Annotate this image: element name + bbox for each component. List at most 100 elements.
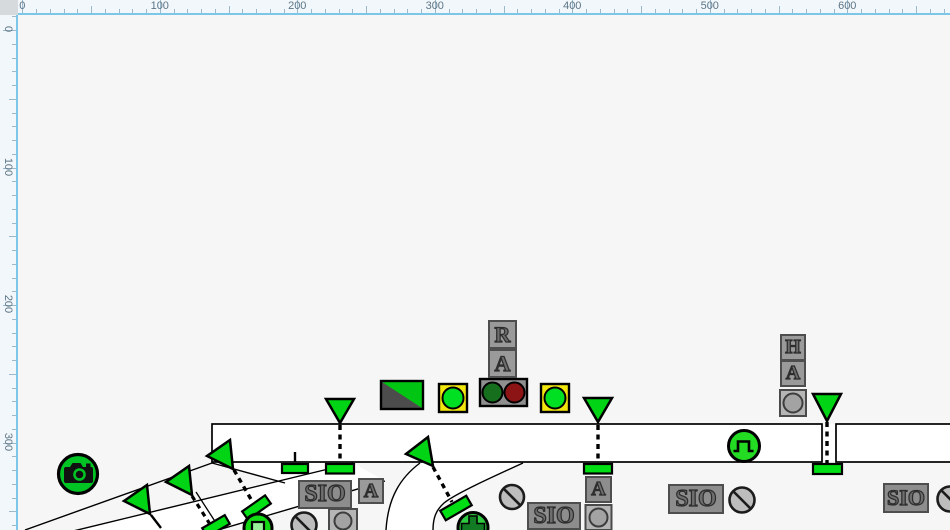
ruler-tick	[654, 9, 656, 13]
ruler-tick	[668, 9, 670, 13]
ruler-tick	[12, 208, 16, 210]
lamp-signal-1[interactable]	[324, 462, 356, 475]
slash-circles[interactable]	[290, 483, 950, 530]
sio-box-4[interactable]: SIO	[883, 483, 929, 513]
route-box-a-center[interactable]: A	[488, 349, 517, 378]
ruler-tick	[613, 9, 615, 13]
lamp-signal-6[interactable]	[200, 513, 232, 530]
ruler-tick	[9, 373, 16, 375]
sio-box-2[interactable]: SIO	[527, 502, 581, 530]
lamp-signal-3[interactable]	[811, 462, 844, 476]
ruler-label: 100	[150, 0, 169, 12]
ruler-tick	[269, 9, 271, 13]
ruler-tick	[12, 332, 16, 334]
ruler-tick	[503, 6, 505, 13]
ruler-tick	[3, 442, 16, 444]
main-track-corridor-right[interactable]	[835, 423, 950, 463]
ruler-tick	[709, 0, 711, 13]
ruler-tick	[118, 9, 120, 13]
ruler-tick	[916, 6, 917, 13]
sio-box-1[interactable]: SIO	[298, 480, 352, 509]
ruler-tick	[833, 9, 835, 13]
ruler-tick	[338, 9, 340, 13]
ruler-tick	[12, 428, 16, 430]
ruler-label: 0	[2, 25, 14, 33]
ruler-tick	[393, 9, 395, 13]
yellow-lamp-box-2[interactable]	[539, 382, 571, 414]
signal-triangle-2[interactable]	[581, 396, 615, 425]
ruler-label: 500	[700, 0, 719, 12]
ruler-tick	[9, 98, 16, 100]
camera-icon[interactable]	[56, 452, 100, 496]
ruler-tick	[641, 6, 642, 13]
slash-circle-icon-4[interactable]	[936, 485, 950, 513]
ruler-tick	[696, 9, 697, 13]
mast-signal-4	[431, 466, 454, 503]
ruler-tick	[12, 483, 16, 485]
slash-circle-icon-1[interactable]	[290, 511, 318, 530]
curve-track-corridor[interactable]	[386, 463, 523, 530]
signal-triangle-1[interactable]	[323, 397, 357, 426]
curve-rail-outer	[385, 462, 421, 530]
ruler-tick	[819, 9, 821, 13]
sio-box-3[interactable]: SIO	[668, 484, 724, 514]
route-box-r[interactable]: R	[488, 320, 517, 349]
circle-boxes[interactable]	[328, 389, 807, 530]
ruler-tick	[682, 9, 684, 13]
annunciator-a-2[interactable]: A	[585, 476, 612, 503]
ruler-tick	[22, 0, 24, 13]
ruler-tick	[12, 222, 16, 224]
slash-circle-icon-2[interactable]	[498, 483, 526, 511]
ruler-tick	[943, 9, 945, 13]
ruler-tick	[421, 9, 422, 13]
ruler-tick	[146, 9, 147, 13]
signal-triangles[interactable]	[121, 392, 844, 517]
ruler-tick	[12, 291, 16, 293]
ruler-tick	[9, 511, 16, 513]
ruler-tick	[476, 9, 477, 13]
annunciator-a-1[interactable]: A	[358, 478, 384, 504]
ruler-tick	[9, 236, 16, 238]
signal-triangle-3[interactable]	[810, 392, 844, 424]
ruler-label: 200	[2, 294, 14, 314]
ruler-tick	[352, 9, 354, 13]
signal-triangle-7[interactable]	[121, 482, 152, 517]
diagonal-rail-b	[74, 462, 354, 530]
yellow-lamp-box-1[interactable]	[437, 382, 469, 414]
circle-box-icon-1[interactable]	[328, 508, 358, 530]
ruler-tick	[324, 9, 326, 13]
ruler-tick	[91, 6, 92, 13]
pulse-icon[interactable]	[727, 429, 761, 463]
split-square-icon[interactable]	[379, 379, 425, 411]
plus-circle-icon[interactable]	[456, 511, 490, 530]
ruler-tick	[173, 9, 175, 13]
corridor-gap	[824, 424, 835, 462]
circle-box-icon-3[interactable]	[779, 389, 807, 417]
lamp-signal-4[interactable]	[438, 494, 474, 522]
ruler-tick	[159, 0, 161, 13]
square-circle-icon[interactable]	[242, 512, 274, 530]
lamp-0[interactable]	[280, 462, 310, 475]
ruler-tick	[12, 16, 16, 18]
route-box-a-right[interactable]: A	[780, 360, 806, 387]
circle-box-icon-2[interactable]	[584, 504, 613, 530]
ruler-label: 300	[425, 0, 444, 12]
signal-triangle-5[interactable]	[204, 437, 235, 472]
signal-lamps[interactable]	[200, 462, 844, 530]
signal-triangle-4[interactable]	[403, 434, 435, 469]
track-corridors[interactable]	[24, 423, 950, 530]
slash-circle-icon-3[interactable]	[728, 486, 756, 514]
ruler-tick	[132, 9, 134, 13]
ruler-tick	[737, 9, 739, 13]
ruler-tick	[806, 9, 807, 13]
diagonal-track-corridor[interactable]	[77, 463, 385, 530]
lamp-signal-2[interactable]	[582, 462, 614, 475]
route-box-h[interactable]: H	[780, 334, 806, 361]
lamp-signal-5[interactable]	[240, 493, 273, 522]
ruler-tick	[201, 9, 202, 13]
signal-triangle-6[interactable]	[163, 463, 194, 498]
two-aspect-lamp-icon[interactable]	[478, 377, 529, 408]
main-track-corridor-left[interactable]	[211, 423, 823, 463]
ruler-tick	[12, 71, 16, 73]
